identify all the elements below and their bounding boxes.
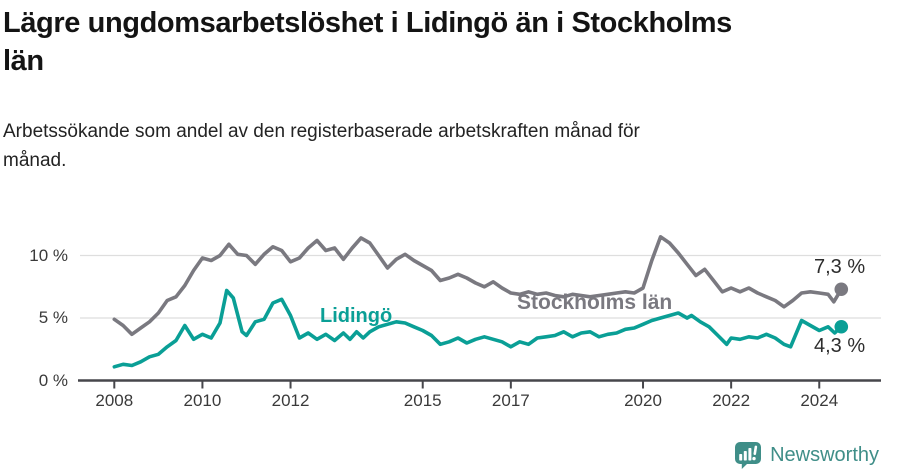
newsworthy-logo: Newsworthy xyxy=(734,441,879,469)
x-axis-label: 2010 xyxy=(183,391,222,410)
series-line-lidingo xyxy=(112,288,844,369)
x-axis-label: 2017 xyxy=(491,391,530,410)
newsworthy-logo-text: Newsworthy xyxy=(770,443,879,466)
x-axis-label: 2020 xyxy=(624,391,662,410)
page-title: Lägre ungdomsarbetslöshet i Lidingö än i… xyxy=(3,4,897,80)
chart-subtitle-line-1: Arbetssökande som andel av den registerb… xyxy=(3,121,640,142)
x-axis-label: 2024 xyxy=(800,391,839,410)
chart-subtitle: Arbetssökande som andel av den registerb… xyxy=(3,117,803,175)
newsworthy-speech-bubble-chart-icon xyxy=(735,442,762,469)
series-label-stockholms-lan: Stockholms län xyxy=(517,291,673,314)
end-value-label-stockholms-lan: 7,3 % xyxy=(814,256,866,278)
end-dot-lidingo xyxy=(834,319,849,334)
end-dot-stockholms-lan xyxy=(834,282,849,297)
series-line-stockholms-lan xyxy=(112,235,844,337)
x-axis-label: 2012 xyxy=(271,391,310,410)
page-title-line-2: län xyxy=(3,45,44,77)
x-axis-label: 2022 xyxy=(712,391,751,410)
series-label-lidingo: Lidingö xyxy=(320,305,393,327)
y-axis-label: 0 % xyxy=(38,370,68,390)
y-axis-label: 5 % xyxy=(38,308,68,327)
end-value-label-lidingo: 4,3 % xyxy=(814,335,866,357)
page-title-line-1: Lägre ungdomsarbetslöshet i Lidingö än i… xyxy=(3,7,732,39)
x-axis-label: 2008 xyxy=(95,391,134,410)
y-axis-label: 10 % xyxy=(29,245,68,265)
x-axis-label: 2015 xyxy=(403,391,442,410)
chart-subtitle-line-2: månad. xyxy=(3,150,67,171)
